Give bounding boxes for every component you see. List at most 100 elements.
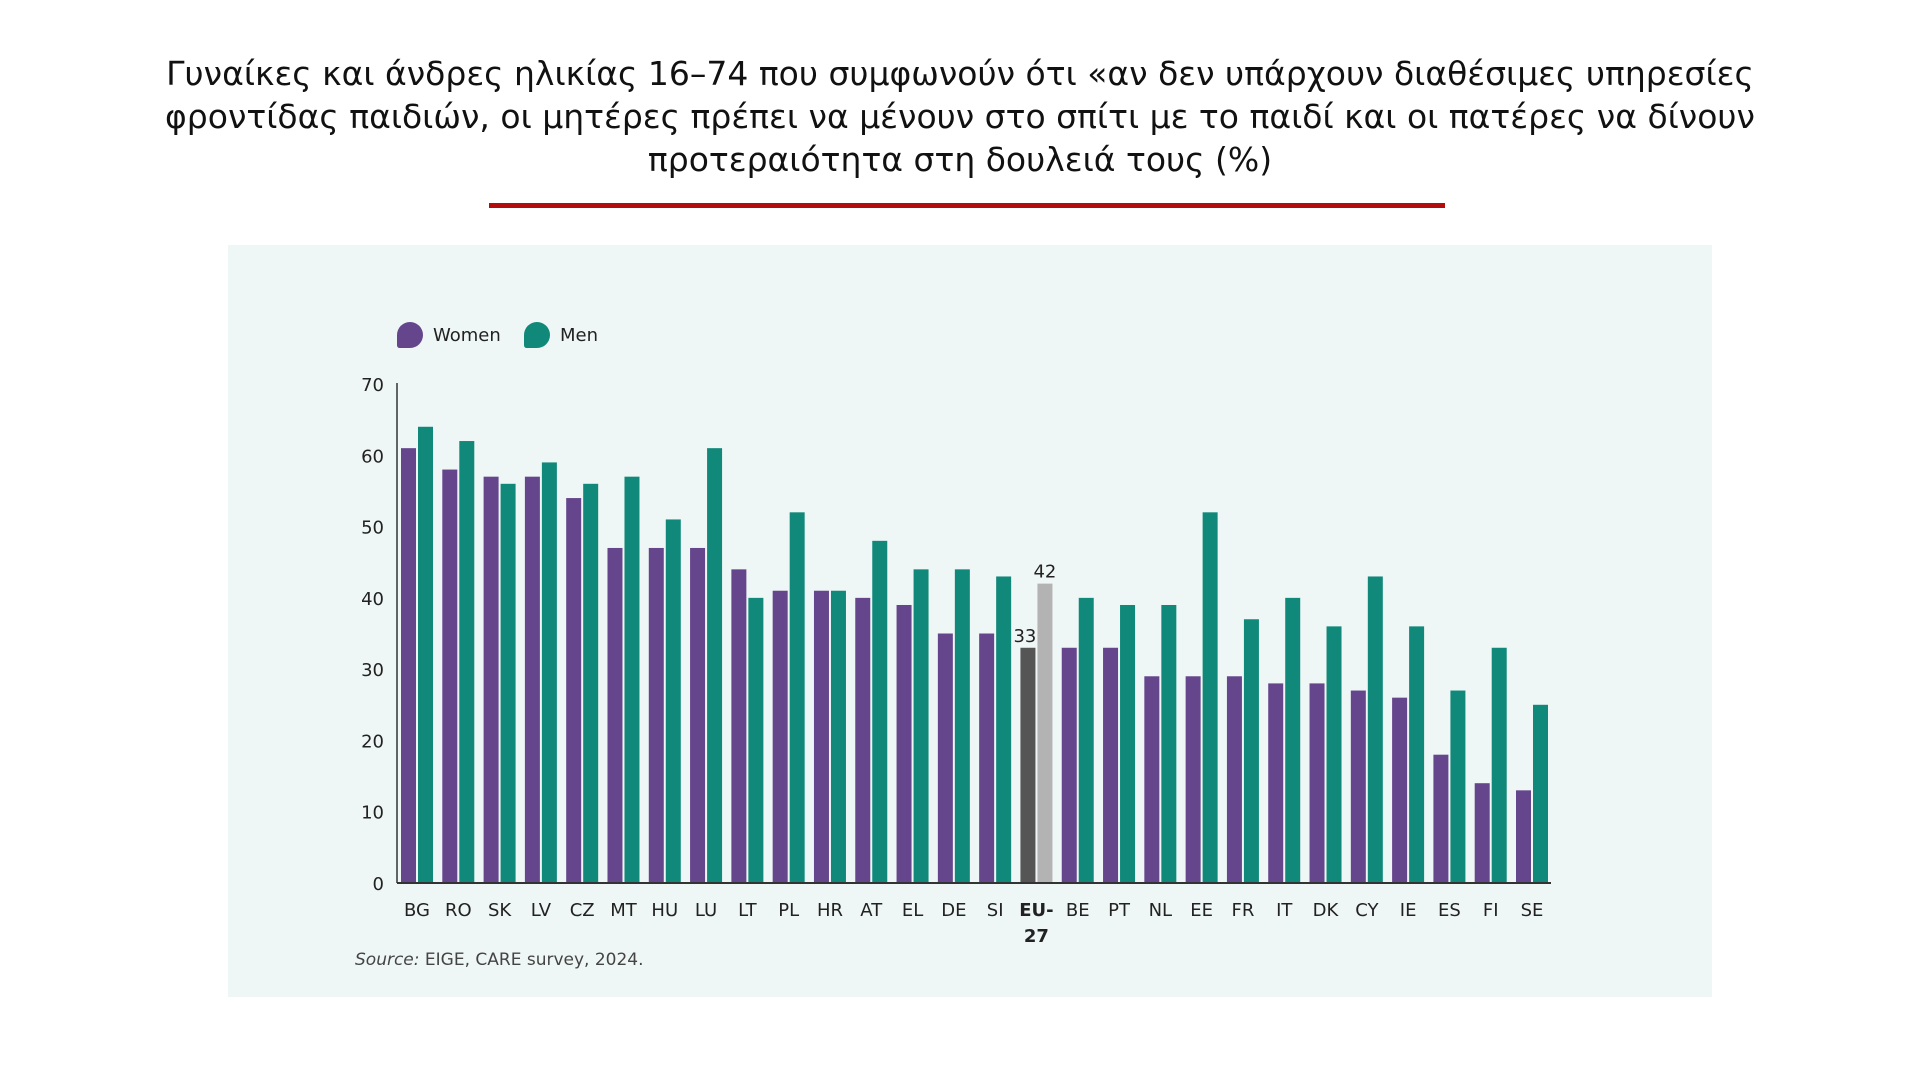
x-tick-label: LU	[695, 900, 717, 921]
bar-women-el	[896, 604, 912, 883]
bar-men-se	[1533, 704, 1548, 883]
bar-men-ie	[1409, 626, 1425, 883]
bar-women-se	[1516, 790, 1531, 883]
bar-women-at	[855, 597, 871, 883]
bar-women-fr	[1226, 676, 1242, 883]
x-tick-label: DE	[941, 900, 966, 921]
bar-men-lt	[748, 597, 764, 883]
x-tick-label: CZ	[570, 900, 595, 921]
bar-women-hu	[648, 547, 664, 883]
bar-men-lu	[707, 448, 723, 883]
bar-men-cz	[583, 483, 599, 883]
source-note: Source: EIGE, CARE survey, 2024.	[355, 950, 644, 970]
bar-women-cy	[1350, 690, 1366, 883]
bar-women-lv	[524, 476, 540, 883]
data-label: 42	[1033, 562, 1056, 583]
x-tick-label: BG	[404, 900, 430, 921]
bar-women-de	[937, 633, 953, 883]
x-tick-label: PL	[778, 900, 799, 921]
legend-item-women: Women	[397, 322, 501, 348]
bar-men-dk	[1326, 626, 1342, 883]
bar-men-si	[996, 576, 1012, 883]
bar-women-cz	[566, 498, 582, 883]
y-tick-label: 0	[373, 874, 384, 895]
x-tick-label: ES	[1438, 900, 1461, 921]
bar-men-es	[1450, 690, 1466, 883]
bar-men-bg	[418, 426, 433, 883]
bar-men-pt	[1120, 604, 1136, 883]
y-tick-label: 50	[361, 518, 384, 539]
bar-men-hu	[665, 519, 681, 883]
bar-women-mt	[607, 547, 623, 883]
bar-men-sk	[500, 483, 516, 883]
source-prefix: Source:	[355, 950, 420, 970]
legend-label-men: Men	[560, 324, 599, 346]
bar-men-be	[1078, 597, 1094, 883]
x-tick-label: HR	[817, 900, 843, 921]
x-tick-label: IT	[1276, 900, 1293, 921]
x-tick-label-eu-27: EU-27	[1019, 900, 1054, 947]
x-tick-label: LT	[738, 900, 758, 921]
bar-women-hr	[813, 590, 829, 883]
bar-women-si	[979, 633, 995, 883]
x-tick-label: SI	[987, 900, 1004, 921]
bar-women-pt	[1103, 647, 1119, 883]
legend-item-men: Men	[524, 322, 598, 348]
x-tick-label: SE	[1521, 900, 1544, 921]
bar-men-cy	[1367, 576, 1383, 883]
bar-women-be	[1061, 647, 1077, 883]
x-tick-label: BE	[1066, 900, 1090, 921]
x-tick-label: SK	[488, 900, 512, 921]
bar-men-lv	[541, 462, 557, 883]
bar-women-dk	[1309, 683, 1325, 883]
bar-women-es	[1433, 754, 1449, 883]
x-tick-label: IE	[1400, 900, 1417, 921]
source-text: EIGE, CARE survey, 2024.	[419, 950, 644, 970]
bar-men-fi	[1491, 647, 1507, 883]
bar-women-eu-27	[1020, 647, 1036, 883]
bar-women-fi	[1474, 783, 1490, 883]
title-underline	[489, 203, 1445, 208]
bar-men-pl	[789, 512, 805, 883]
y-tick-label: 10	[361, 803, 384, 824]
x-tick-label: AT	[860, 900, 883, 921]
bar-women-ie	[1392, 697, 1408, 883]
bar-women-lu	[690, 547, 706, 883]
bar-men-el	[913, 569, 929, 883]
bar-men-fr	[1243, 619, 1259, 883]
bar-men-ee	[1202, 512, 1218, 883]
x-tick-label: LV	[531, 900, 552, 921]
bar-men-mt	[624, 476, 640, 883]
bar-women-pl	[772, 590, 788, 883]
bar-women-ro	[442, 469, 458, 883]
x-tick-label: NL	[1149, 900, 1173, 921]
x-tick-label: MT	[610, 900, 638, 921]
x-tick-label: FR	[1231, 900, 1254, 921]
bar-women-sk	[483, 476, 499, 883]
x-tick-label: HU	[651, 900, 678, 921]
bar-men-at	[872, 540, 888, 883]
x-tick-label: CY	[1355, 900, 1379, 921]
chart-title: Γυναίκες και άνδρες ηλικίας 16–74 που συ…	[165, 54, 1755, 179]
bar-women-bg	[401, 448, 416, 883]
x-tick-label: EE	[1190, 900, 1213, 921]
x-tick-label: PT	[1108, 900, 1131, 921]
x-tick-label: DK	[1313, 900, 1340, 921]
bar-women-it	[1268, 683, 1284, 883]
y-tick-label: 60	[361, 446, 384, 467]
y-tick-label: 40	[361, 589, 384, 610]
legend-swatch-men	[524, 322, 550, 348]
bar-women-ee	[1185, 676, 1201, 883]
bar-men-ro	[459, 441, 475, 883]
legend-label-women: Women	[433, 324, 501, 346]
y-tick-label: 70	[361, 375, 384, 396]
x-tick-label: RO	[445, 900, 472, 921]
x-tick-label: FI	[1483, 900, 1499, 921]
data-label: 33	[1013, 626, 1036, 647]
bar-women-nl	[1144, 676, 1160, 883]
y-tick-label: 30	[361, 660, 384, 681]
legend-swatch-women	[397, 322, 423, 348]
bar-men-eu-27	[1037, 583, 1053, 883]
bar-men-it	[1285, 597, 1301, 883]
